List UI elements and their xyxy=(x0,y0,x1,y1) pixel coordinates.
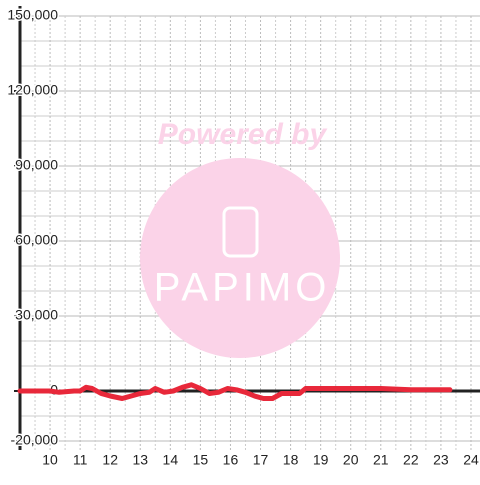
x-tick-label: 16 xyxy=(223,452,239,468)
y-tick-label: 150,000 xyxy=(7,7,58,23)
data-line xyxy=(17,382,453,401)
watermark-text: Powered by xyxy=(158,118,328,151)
y-tick-label: 120,000 xyxy=(7,82,58,98)
x-tick-label: 22 xyxy=(403,452,419,468)
x-tick-label: 23 xyxy=(433,452,449,468)
watermark-circle xyxy=(140,158,340,358)
x-tick-label: 24 xyxy=(463,452,479,468)
watermark-logo: PAPIMO xyxy=(154,266,331,310)
x-tick-label: 12 xyxy=(102,452,118,468)
x-tick-label: 15 xyxy=(193,452,209,468)
x-tick-label: 11 xyxy=(73,452,88,468)
x-tick-label: 18 xyxy=(283,452,299,468)
x-tick-label: 20 xyxy=(343,452,359,468)
x-tick-label: 13 xyxy=(132,452,148,468)
x-tick-label: 19 xyxy=(313,452,329,468)
watermark-icon xyxy=(222,206,259,258)
x-tick-label: 17 xyxy=(253,452,269,468)
y-tick-label: -20,000 xyxy=(11,432,59,448)
x-tick-label: 10 xyxy=(42,452,58,468)
x-tick-label: 21 xyxy=(373,452,389,468)
y-tick-label: 90,000 xyxy=(15,157,58,173)
y-tick-label: 60,000 xyxy=(15,232,58,248)
y-tick-label: 30,000 xyxy=(15,307,58,323)
x-tick-label: 14 xyxy=(163,452,179,468)
